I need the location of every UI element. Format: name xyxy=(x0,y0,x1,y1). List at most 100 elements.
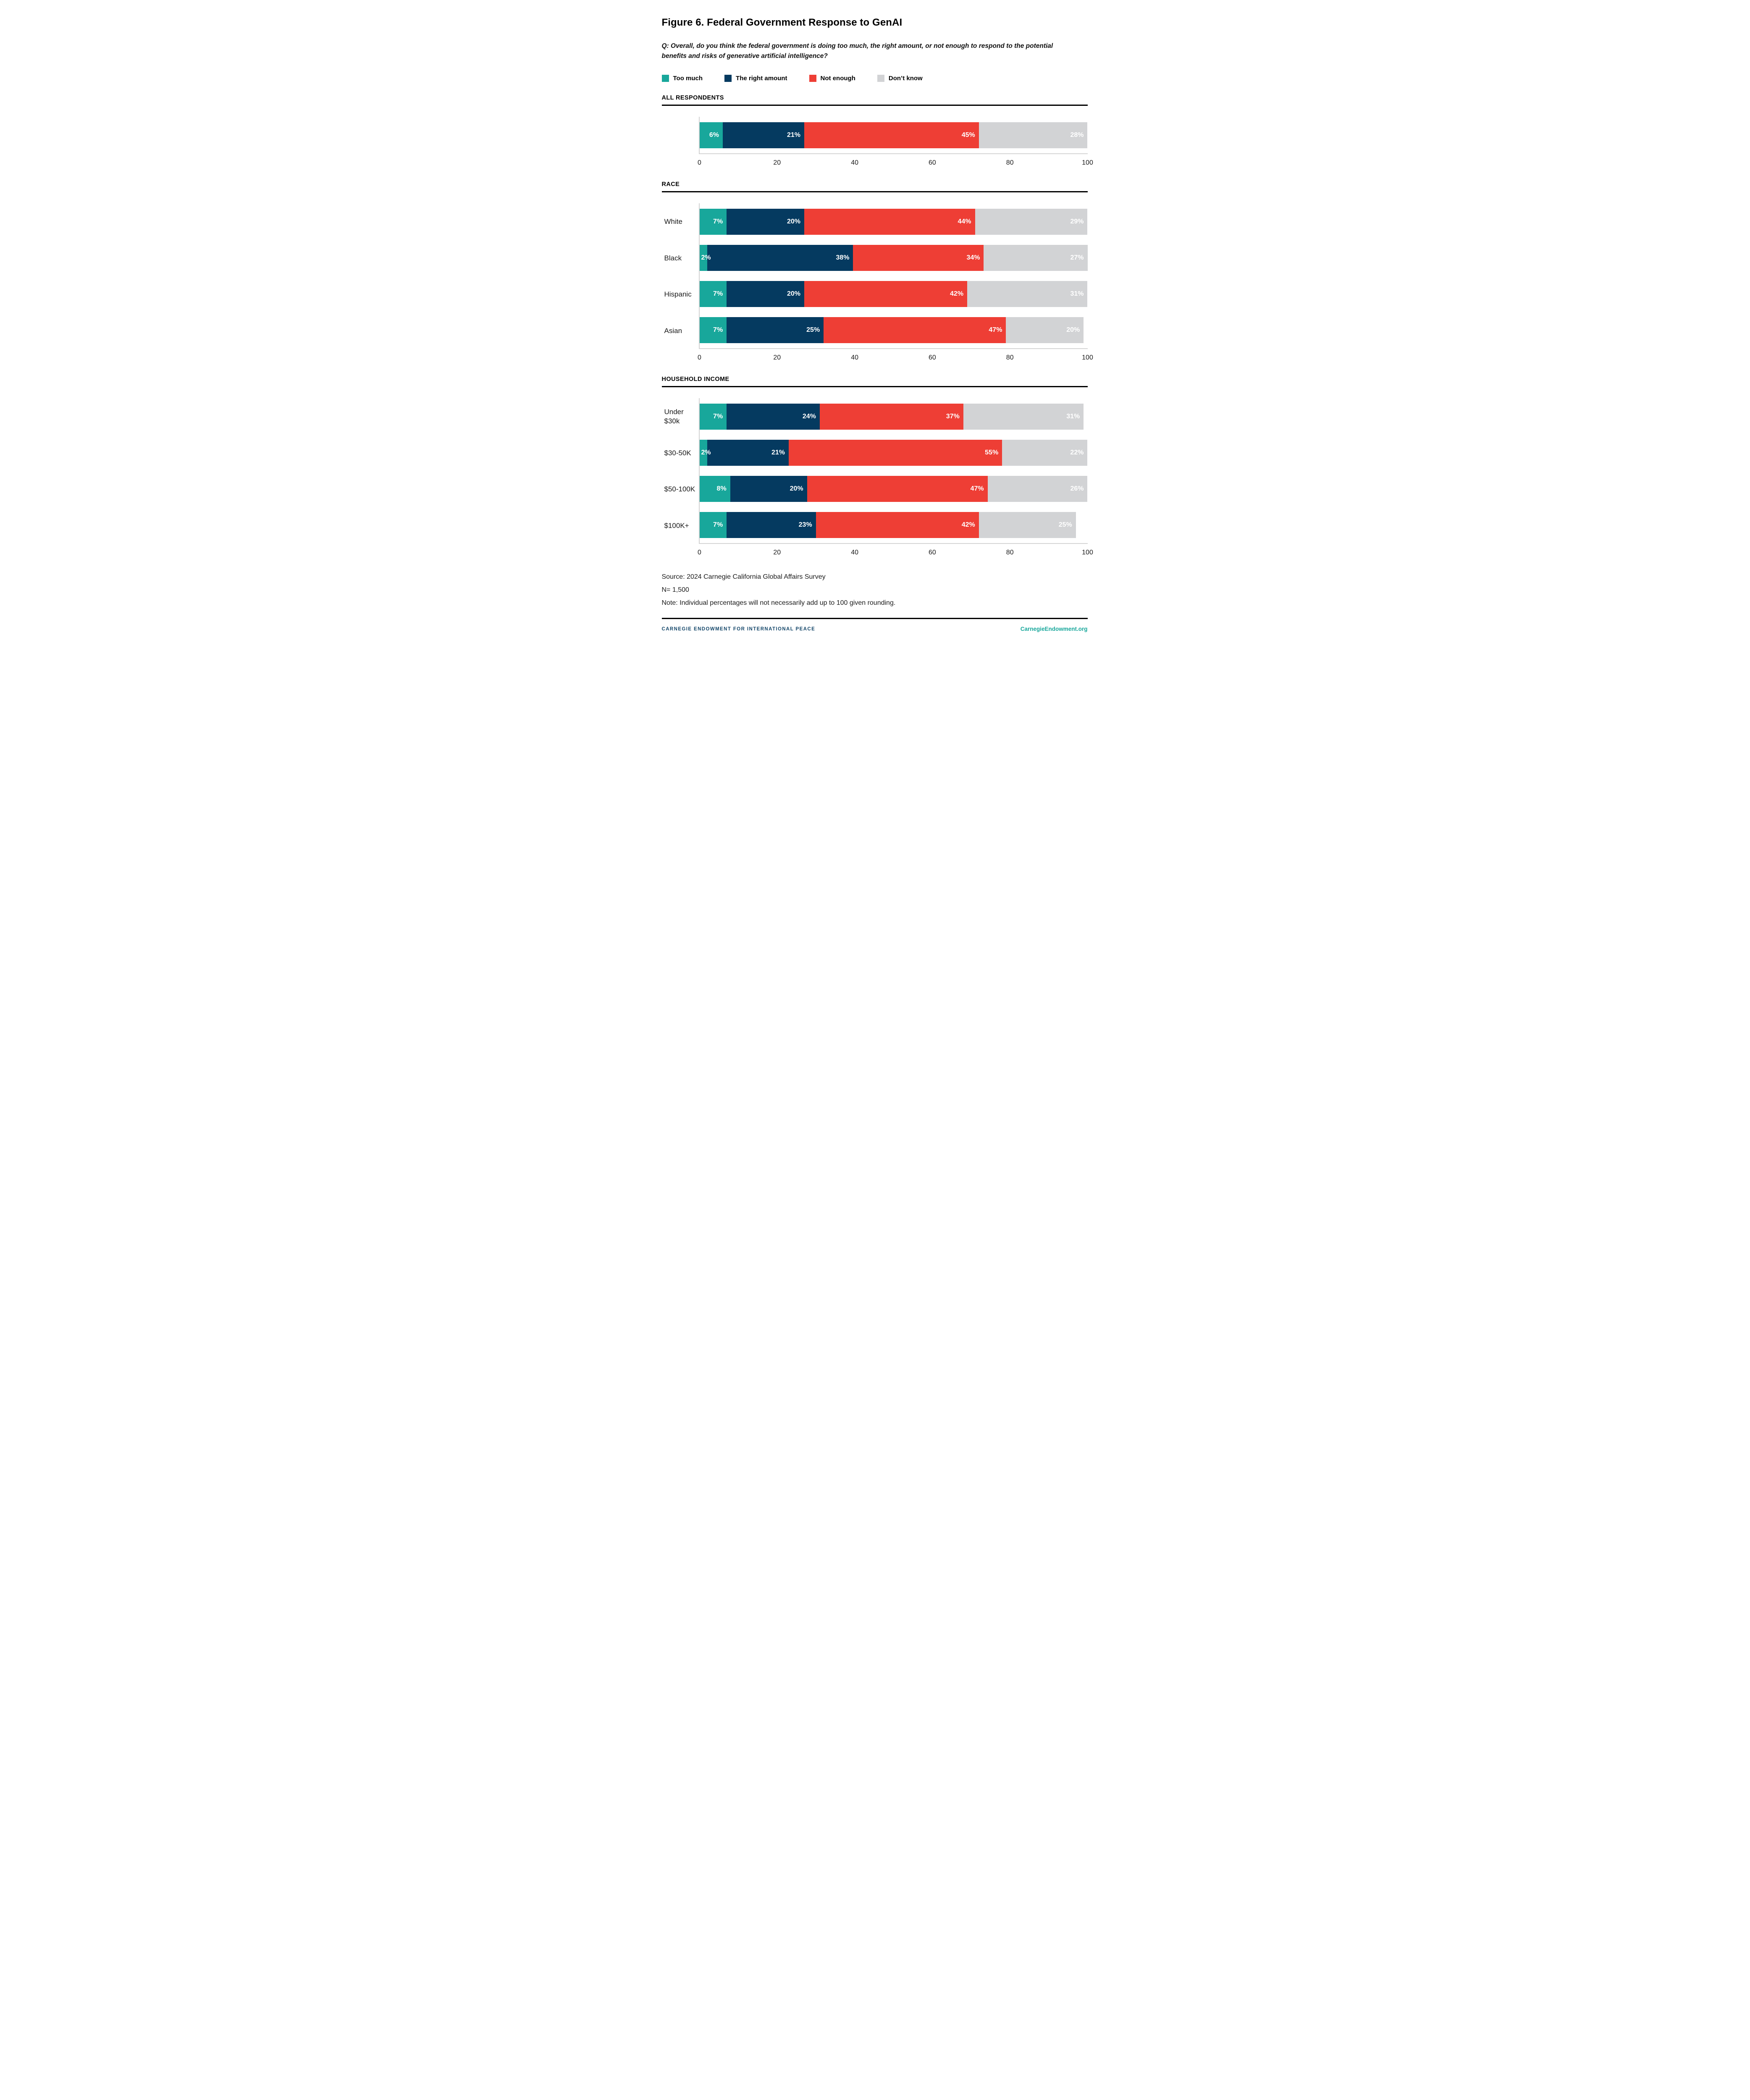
segment-value-label: 2% xyxy=(701,449,711,457)
axis-tick: 40 xyxy=(851,354,858,362)
figure-page: Figure 6. Federal Government Response to… xyxy=(644,0,1106,645)
section-divider xyxy=(661,191,1088,193)
stacked-bar: 8% 20% 47% 26% xyxy=(699,476,1088,502)
rounding-note: Note: Individual percentages will not ne… xyxy=(661,599,896,607)
segment-right-amount: 23% xyxy=(727,512,816,538)
segment-value-label: 25% xyxy=(806,326,820,334)
category-label: $100K+ xyxy=(664,521,689,530)
axis-tick: 80 xyxy=(1006,354,1014,362)
legend-label: Not enough xyxy=(820,75,855,82)
legend-item-not-enough: Not enough xyxy=(809,75,855,82)
stacked-bar: 7% 23% 42% 25% xyxy=(699,512,1088,538)
stacked-bar: 7% 20% 42% 31% xyxy=(699,281,1088,307)
footnotes: Source: 2024 Carnegie California Global … xyxy=(662,573,1088,607)
category-label: Black xyxy=(664,254,682,262)
axis-tick: 0 xyxy=(698,549,701,556)
axis-tick: 60 xyxy=(928,549,936,556)
website-link[interactable]: CarnegieEndowment.org xyxy=(1020,626,1088,633)
segment-value-label: 7% xyxy=(713,218,723,226)
segment-too-much: 6% xyxy=(699,122,723,149)
segment-value-label: 21% xyxy=(787,131,800,139)
segment-dont-know: 29% xyxy=(975,209,1088,235)
x-axis: 0 20 40 60 80 100 xyxy=(698,549,1093,558)
axis-tick: 80 xyxy=(1006,159,1014,167)
category-label: $30-50K xyxy=(664,449,691,457)
segment-value-label: 44% xyxy=(958,218,971,226)
segment-too-much: 7% xyxy=(699,209,727,235)
stacked-bar: 2% 21% 55% 22% xyxy=(699,440,1088,466)
bar-rows: Under $30k $30-50K $50-100K $100K+ 7% 24… xyxy=(662,398,1088,544)
bar-row: 6% 21% 45% 28% xyxy=(662,117,1088,155)
legend-item-too-much: Too much xyxy=(661,75,703,82)
segment-right-amount: 20% xyxy=(727,281,804,307)
stacked-bar: 7% 25% 47% 20% xyxy=(699,317,1088,344)
segment-right-amount: 21% xyxy=(707,440,789,466)
footer: CARNEGIE ENDOWMENT FOR INTERNATIONAL PEA… xyxy=(662,626,1088,636)
axis-tick: 40 xyxy=(851,159,858,167)
category-label: Under $30k xyxy=(664,408,684,425)
segment-value-label: 26% xyxy=(1070,485,1084,493)
source-note: Source: 2024 Carnegie California Global … xyxy=(661,573,826,581)
legend: Too much The right amount Not enough Don… xyxy=(661,75,1088,82)
category-label: $50-100K xyxy=(664,485,695,494)
segment-dont-know: 26% xyxy=(987,476,1088,502)
section-divider xyxy=(661,386,1088,388)
segment-value-label: 47% xyxy=(970,485,984,493)
legend-item-right-amount: The right amount xyxy=(724,75,787,82)
segment-value-label: 28% xyxy=(1070,131,1084,139)
segment-dont-know: 20% xyxy=(1006,317,1084,344)
segment-value-label: 2% xyxy=(701,254,711,262)
segment-value-label: 7% xyxy=(713,413,723,420)
segment-value-label: 27% xyxy=(1070,254,1084,262)
segment-too-much: 2% xyxy=(699,245,711,271)
plot-area: 7% 20% 44% 29% 2% 38% 34% 27% 7% 20% xyxy=(698,203,1088,349)
segment-too-much: 7% xyxy=(699,512,727,538)
section-race: RACE White Black Hispanic Asian 7% 20% 4… xyxy=(661,181,1093,363)
axis-tick: 0 xyxy=(698,354,701,362)
axis-tick: 20 xyxy=(773,549,781,556)
segment-dont-know: 31% xyxy=(963,404,1084,430)
segment-value-label: 29% xyxy=(1070,218,1084,226)
segment-value-label: 47% xyxy=(989,326,1002,334)
section-all-respondents: ALL RESPONDENTS 6% 21% 45% 28% 0 20 40 xyxy=(661,94,1093,168)
segment-dont-know: 25% xyxy=(979,512,1076,538)
axis-tick: 20 xyxy=(773,354,781,362)
axis-tick: 60 xyxy=(928,354,936,362)
segment-right-amount: 38% xyxy=(707,245,853,271)
segment-too-much: 7% xyxy=(699,317,727,344)
segment-right-amount: 20% xyxy=(727,209,804,235)
segment-value-label: 7% xyxy=(713,326,723,334)
segment-dont-know: 27% xyxy=(984,245,1088,271)
segment-right-amount: 21% xyxy=(722,122,804,149)
x-axis: 0 20 40 60 80 100 xyxy=(698,159,1093,168)
legend-swatch-dont-know xyxy=(877,75,884,82)
segment-value-label: 34% xyxy=(966,254,980,262)
axis-tick: 80 xyxy=(1006,549,1014,556)
axis-tick: 40 xyxy=(851,549,858,556)
category-label-column: White Black Hispanic Asian xyxy=(662,203,699,349)
section-header: RACE xyxy=(661,181,680,188)
figure-title: Figure 6. Federal Government Response to… xyxy=(661,17,903,28)
axis-tick: 60 xyxy=(928,159,936,167)
axis-tick: 0 xyxy=(698,159,701,167)
segment-too-much: 7% xyxy=(699,281,727,307)
segment-value-label: 21% xyxy=(771,449,785,457)
segment-too-much: 2% xyxy=(699,440,711,466)
chart-race: White Black Hispanic Asian 7% 20% 44% 29… xyxy=(662,203,1093,363)
segment-not-enough: 47% xyxy=(807,476,988,502)
axis-tick: 20 xyxy=(773,159,781,167)
axis-tick: 100 xyxy=(1082,549,1093,556)
category-label-column: Under $30k $30-50K $50-100K $100K+ xyxy=(662,398,699,544)
section-divider xyxy=(661,105,1088,106)
segment-value-label: 31% xyxy=(1070,290,1084,298)
legend-item-dont-know: Don’t know xyxy=(877,75,923,82)
plot-area: 6% 21% 45% 28% xyxy=(698,117,1088,155)
segment-value-label: 7% xyxy=(713,290,723,298)
segment-value-label: 8% xyxy=(716,485,727,493)
axis-tick: 100 xyxy=(1082,354,1093,362)
segment-right-amount: 25% xyxy=(727,317,824,344)
segment-value-label: 24% xyxy=(802,413,816,420)
segment-dont-know: 31% xyxy=(967,281,1088,307)
section-header: HOUSEHOLD INCOME xyxy=(661,376,729,383)
segment-value-label: 45% xyxy=(961,131,975,139)
